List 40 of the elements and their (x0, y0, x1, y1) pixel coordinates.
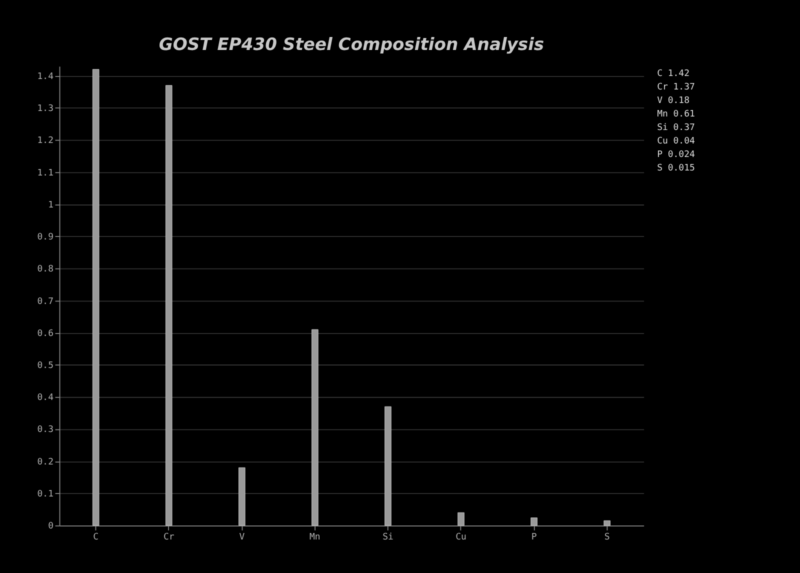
y-tick-label: 0.7 (37, 296, 54, 307)
y-tick-label: 1.4 (37, 72, 54, 82)
bar (92, 69, 100, 526)
chart-title: GOST EP430 Steel Composition Analysis (158, 34, 544, 55)
x-tick-label: Si (382, 532, 394, 542)
text: Si 0.37 (657, 122, 695, 133)
y-tick-label: 0 (48, 522, 54, 532)
y-tick-label: 0.3 (37, 425, 54, 436)
x-tick-label: Cu (456, 532, 466, 542)
x-tick-label: S (604, 532, 610, 542)
x-tick-label: C (93, 532, 99, 542)
text: P 0.024 (657, 150, 695, 160)
bar (312, 329, 318, 526)
y-tick-label: 0.6 (37, 328, 54, 339)
y-tick-label: 0.9 (37, 232, 54, 243)
bar (166, 85, 172, 526)
bar (458, 512, 464, 526)
x-tick-label: Cr (163, 532, 175, 542)
text: C 1.42 (657, 69, 690, 80)
y-tick-label: 0.2 (37, 457, 54, 468)
bar (384, 406, 392, 526)
y-tick-label: 0.8 (37, 264, 54, 275)
y-tick-label: 0.1 (37, 489, 54, 500)
y-tick-label: 1 (48, 200, 54, 210)
x-tick-label: P (531, 532, 537, 542)
bar (238, 467, 246, 526)
y-tick-label: 0.4 (37, 393, 54, 404)
bar (604, 520, 610, 526)
x-tick-label: V (239, 532, 246, 542)
y-tick-label: 1.1 (37, 168, 54, 178)
text: Cu 0.04 (657, 136, 695, 146)
y-tick-label: 1.3 (37, 104, 54, 114)
bar (530, 518, 538, 526)
text: S 0.015 (657, 163, 695, 174)
text: Mn 0.61 (657, 109, 695, 120)
text: Cr 1.37 (657, 82, 695, 92)
text: V 0.18 (657, 96, 690, 106)
y-tick-label: 1.2 (37, 136, 54, 146)
y-tick-label: 0.5 (37, 361, 54, 371)
x-tick-label: Mn (310, 532, 320, 542)
